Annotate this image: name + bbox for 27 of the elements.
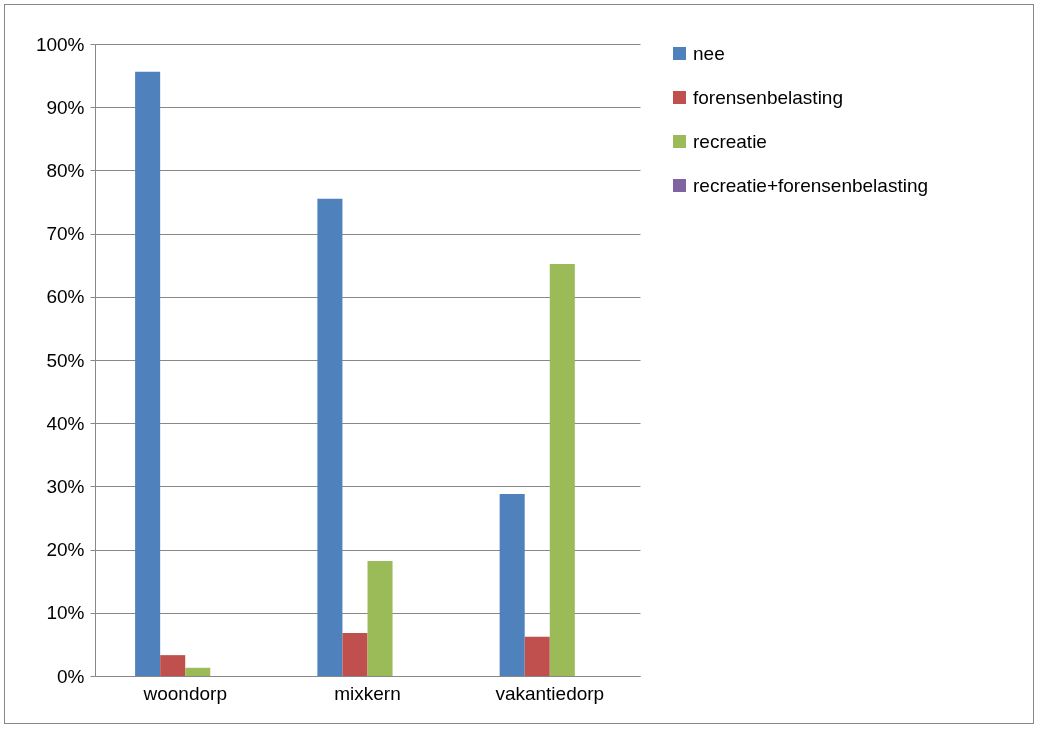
y-tick-label: 80% [46,159,85,181]
bar [499,493,525,676]
bar [342,633,368,676]
y-tick-label: 20% [46,539,85,561]
y-tick-label: 70% [46,223,85,245]
legend-label: forensenbelasting [693,86,843,108]
legend-label: recreatie+forensenbelasting [693,174,929,196]
bar [524,636,550,676]
bar [367,560,393,676]
x-tick-label: woondorp [142,682,227,704]
y-tick-label: 60% [46,286,85,308]
y-tick-label: 90% [46,96,85,118]
y-tick-label: 100% [35,33,85,55]
bar [549,263,575,676]
y-tick-label: 0% [57,665,85,687]
x-tick-label: vakantiedorp [495,682,605,704]
y-tick-label: 10% [46,602,85,624]
legend-label: nee [693,42,725,64]
legend-label: recreatie [693,130,767,152]
bar [317,198,343,676]
bar [185,667,211,676]
x-tick-label: mixkern [334,682,401,704]
y-tick-label: 50% [46,349,85,371]
y-tick-label: 30% [46,475,85,497]
bar [135,71,161,676]
bar [160,655,186,676]
y-tick-label: 40% [46,412,85,434]
